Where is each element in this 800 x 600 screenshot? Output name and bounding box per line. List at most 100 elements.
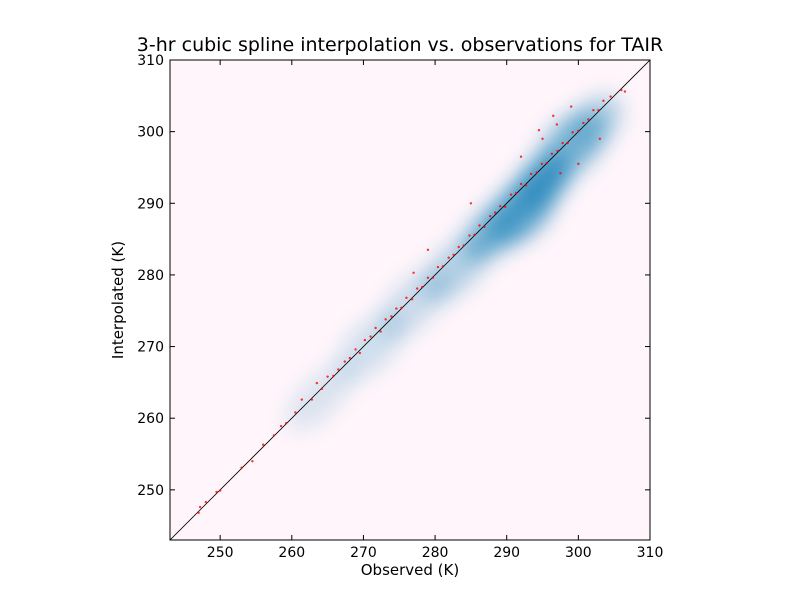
scatter-point: [524, 184, 528, 187]
scatter-point: [550, 152, 554, 156]
scatter-point: [541, 137, 544, 141]
scatter-point: [559, 171, 562, 175]
scatter-point: [556, 149, 559, 153]
scatter-point: [415, 287, 419, 290]
scatter-point: [315, 381, 319, 385]
scatter-point: [587, 118, 590, 121]
scatter-point: [468, 234, 471, 237]
y-tick-label: 290: [137, 196, 164, 212]
scatter-point: [326, 375, 329, 378]
scatter-point: [552, 114, 555, 118]
scatter-point: [602, 99, 605, 103]
scatter-point: [279, 424, 283, 428]
scatter-point: [426, 276, 430, 279]
scatter-point: [571, 131, 574, 134]
scatter-point: [494, 211, 497, 214]
scatter-point: [535, 171, 539, 174]
scatter-point: [395, 307, 398, 310]
scatter-point: [320, 387, 324, 391]
scatter-point: [379, 330, 382, 333]
scatter-point: [272, 434, 276, 437]
scatter-point: [555, 123, 559, 126]
y-tick-label: 300: [137, 125, 164, 141]
scatter-point: [514, 192, 518, 195]
scatter-point: [509, 193, 513, 196]
y-tick-label: 270: [137, 340, 164, 356]
scatter-point: [499, 204, 502, 208]
chart-title: 3-hr cubic spline interpolation vs. obse…: [136, 34, 664, 56]
scatter-point: [561, 141, 564, 145]
y-tick-label: 280: [137, 268, 164, 284]
x-tick-label: 290: [493, 545, 520, 561]
scatter-point: [420, 285, 424, 289]
scatter-point: [609, 95, 612, 98]
scatter-point: [431, 276, 435, 279]
scatter-point: [436, 265, 440, 269]
scatter-point: [343, 360, 347, 363]
scatter-point: [197, 511, 200, 514]
x-tick-label: 280: [422, 545, 449, 561]
scatter-point: [537, 129, 541, 132]
scatter-point: [400, 306, 403, 310]
reference-line-layer: [170, 60, 650, 540]
x-tick-label: 270: [350, 545, 377, 561]
scatter-point: [457, 245, 460, 249]
density-region: [287, 363, 354, 430]
scatter-point: [582, 121, 585, 125]
x-tick-label: 300: [565, 545, 592, 561]
scatter-point: [390, 315, 393, 318]
scatter-point: [598, 137, 602, 141]
scatter-point: [310, 398, 314, 401]
scatter-point: [261, 443, 265, 446]
scatter-point: [374, 326, 377, 330]
scatter-point: [410, 298, 414, 301]
scatter-point: [348, 356, 352, 360]
scatter-point: [489, 214, 492, 218]
scatter-point: [469, 202, 473, 205]
x-tick-label: 310: [637, 545, 664, 561]
scatter-point: [363, 338, 367, 342]
scatter-point: [354, 348, 357, 351]
scatter-point: [483, 225, 486, 229]
scatter-point: [529, 172, 533, 176]
scatter-point: [566, 141, 569, 145]
scatter-point: [240, 466, 243, 469]
plot-frame: [169, 59, 651, 541]
ticks-layer: 250 260 270 280 290 300 310 250 260 270 280 290 300 3…: [137, 53, 663, 561]
x-tick-label: 260: [278, 545, 305, 561]
scatter-point: [545, 161, 549, 165]
scatter-point: [447, 256, 450, 259]
y-tick-label: 310: [137, 53, 164, 69]
density-region: [563, 94, 623, 155]
scatter-points-layer: [197, 88, 627, 514]
y-tick-label: 260: [137, 411, 164, 427]
y-tick-label: 250: [137, 483, 164, 499]
scatter-point: [204, 500, 208, 504]
reference-line: [170, 60, 650, 540]
scatter-point: [577, 162, 580, 166]
scatter-point: [284, 422, 288, 425]
x-tick-label: 250: [207, 545, 234, 561]
scatter-point: [462, 244, 465, 247]
scatter-point: [623, 90, 627, 93]
scatter-point: [215, 490, 218, 494]
scatter-point: [369, 335, 372, 338]
scatter-point: [478, 224, 481, 227]
scatter-point: [519, 155, 523, 158]
scatter-point: [332, 374, 335, 378]
scatter-point: [452, 253, 455, 257]
scatter-point: [577, 129, 580, 133]
scatter-point: [620, 88, 623, 92]
scatter-point: [198, 505, 202, 509]
scatter-point: [412, 271, 415, 274]
scatter-point: [405, 296, 408, 300]
scatter-point: [519, 182, 523, 186]
scatter-point: [504, 205, 507, 209]
scatter-point: [218, 489, 222, 492]
x-axis-label: Observed (K): [360, 561, 460, 579]
scatter-point: [337, 368, 340, 371]
scatter-point: [569, 105, 573, 108]
scatter-point: [592, 108, 595, 112]
